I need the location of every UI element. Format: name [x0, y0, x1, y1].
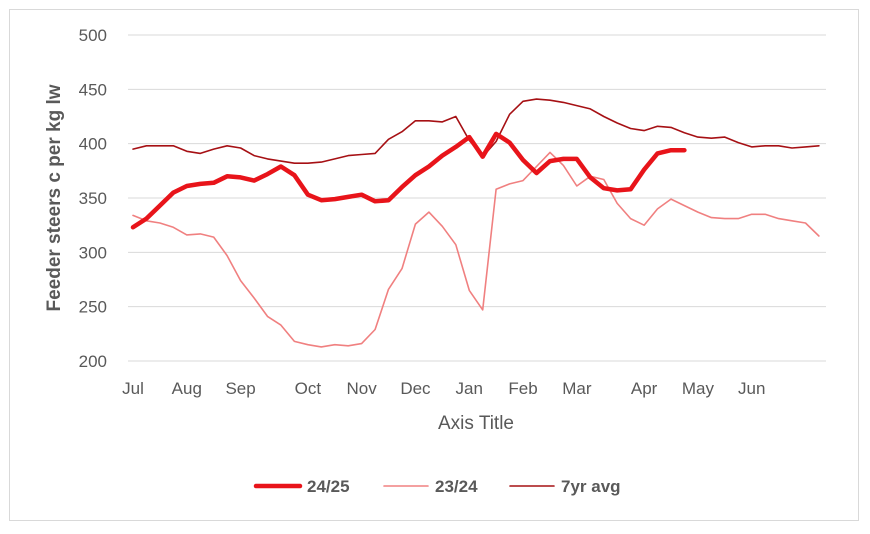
x-tick-label-jan: Jan [456, 379, 483, 398]
legend-label-24-25: 24/25 [307, 477, 350, 496]
legend-label-7yr-avg: 7yr avg [561, 477, 621, 496]
x-axis-ticks: Jul Aug Sep Oct Nov Dec Jan Feb Mar Apr May Jun [122, 379, 765, 398]
x-tick-label-feb: Feb [508, 379, 537, 398]
legend: 24/25 23/24 7yr avg [253, 477, 621, 496]
x-tick-label-nov: Nov [347, 379, 378, 398]
x-tick-label-mar: Mar [562, 379, 592, 398]
y-tick-label: 350 [79, 189, 107, 208]
x-tick-label-aug: Aug [172, 379, 202, 398]
chart-frame [9, 9, 859, 521]
y-axis-ticks: 200 250 300 350 400 450 500 [79, 26, 107, 371]
y-axis-label: Feeder steers c per kg lw [44, 84, 65, 311]
y-tick-label: 300 [79, 243, 107, 262]
x-tick-label-apr: Apr [631, 379, 658, 398]
x-tick-label-may: May [682, 379, 715, 398]
y-tick-label: 200 [79, 352, 107, 371]
y-tick-label: 450 [79, 80, 107, 99]
x-tick-label-sep: Sep [225, 379, 255, 398]
x-tick-label-oct: Oct [295, 379, 322, 398]
series-lines [130, 98, 820, 348]
series-line-23-24 [132, 151, 820, 348]
x-axis-label: Axis Title [438, 413, 514, 434]
series-line-24-25 [130, 131, 687, 230]
x-tick-label-dec: Dec [400, 379, 431, 398]
legend-label-23-24: 23/24 [435, 477, 478, 496]
x-tick-label-jun: Jun [738, 379, 765, 398]
series-line-7yr-avg [132, 98, 820, 164]
x-tick-label-jul: Jul [122, 379, 144, 398]
y-tick-label: 400 [79, 135, 107, 154]
y-tick-label: 500 [79, 26, 107, 45]
y-tick-label: 250 [79, 298, 107, 317]
gridlines [128, 34, 826, 362]
